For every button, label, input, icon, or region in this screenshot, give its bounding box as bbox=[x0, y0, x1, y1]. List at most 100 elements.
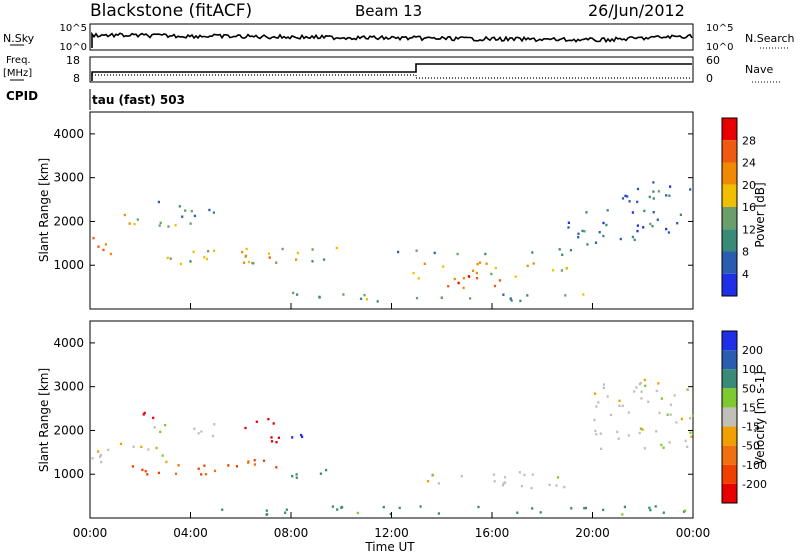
heatmap-cell bbox=[142, 413, 145, 416]
heatmap-cell bbox=[648, 506, 651, 509]
heatmap-cell bbox=[275, 466, 278, 469]
heatmap-cell bbox=[197, 432, 200, 435]
heatmap-cell bbox=[660, 443, 663, 447]
heatmap-cell bbox=[295, 473, 298, 476]
heatmap-cell bbox=[548, 483, 551, 486]
colorbar-tick-label: -15 bbox=[742, 421, 760, 434]
heatmap-cell bbox=[594, 429, 597, 433]
heatmap-cell bbox=[602, 383, 605, 386]
heatmap-cell bbox=[520, 485, 523, 488]
heatmap-cell bbox=[606, 395, 609, 398]
heatmap-cell bbox=[159, 221, 162, 225]
heatmap-cell bbox=[618, 404, 621, 407]
heatmap-cell bbox=[211, 434, 215, 438]
colorbar-swatch bbox=[722, 464, 737, 484]
heatmap-cell bbox=[132, 445, 135, 448]
velocity-panel-frame bbox=[89, 320, 694, 519]
heatmap-cell bbox=[146, 473, 149, 476]
heatmap-cell bbox=[606, 209, 609, 212]
heatmap-cell bbox=[552, 269, 555, 272]
heatmap-cell bbox=[235, 465, 239, 468]
colorbar-tick-label: 16 bbox=[742, 201, 756, 214]
heatmap-cell bbox=[213, 423, 216, 426]
heatmap-cell bbox=[213, 469, 217, 473]
heatmap-cell bbox=[153, 426, 156, 429]
nave-tick-bottom: 0 bbox=[706, 72, 713, 85]
heatmap-cell bbox=[433, 251, 436, 255]
heatmap-cell bbox=[516, 511, 519, 514]
heatmap-cell bbox=[296, 293, 299, 296]
heatmap-cell bbox=[593, 418, 596, 422]
heatmap-cell bbox=[159, 430, 162, 434]
heatmap-cell bbox=[624, 194, 627, 198]
power-panel-frame bbox=[89, 111, 694, 310]
heatmap-cell bbox=[476, 277, 479, 280]
heatmap-cell bbox=[563, 485, 566, 489]
cpid-value: tau (fast) 503 bbox=[92, 93, 185, 107]
x-tick-label: 20:00 bbox=[575, 526, 610, 540]
heatmap-cell bbox=[193, 427, 196, 430]
heatmap-cell bbox=[179, 262, 182, 266]
heatmap-cell bbox=[627, 411, 630, 414]
colorbar-swatch bbox=[722, 426, 737, 446]
heatmap-cell bbox=[275, 441, 278, 444]
heatmap-cell bbox=[662, 511, 665, 514]
heatmap-cell bbox=[667, 231, 670, 234]
heatmap-cell bbox=[602, 234, 605, 238]
heatmap-cell bbox=[285, 508, 288, 511]
heatmap-cell bbox=[244, 254, 248, 257]
heatmap-cell bbox=[605, 223, 608, 227]
heatmap-cell bbox=[478, 261, 482, 264]
heatmap-cell bbox=[492, 473, 495, 476]
heatmap-cell bbox=[493, 284, 497, 288]
heatmap-cell bbox=[169, 257, 172, 260]
heatmap-cell bbox=[689, 188, 692, 191]
heatmap-cell bbox=[510, 299, 513, 302]
heatmap-cell bbox=[655, 430, 658, 433]
heatmap-cell bbox=[585, 211, 588, 214]
heatmap-cell bbox=[627, 434, 630, 437]
heatmap-cell bbox=[140, 445, 143, 449]
colorbar-tick-label: 20 bbox=[742, 179, 756, 192]
y-tick-label: 2000 bbox=[53, 214, 84, 228]
nave-tick-top: 60 bbox=[706, 54, 720, 67]
heatmap-cell bbox=[594, 241, 598, 244]
velocity-colorbar-label: Velocity [m s-1] bbox=[753, 371, 767, 465]
heatmap-cell bbox=[460, 475, 463, 478]
heatmap-cell bbox=[602, 386, 605, 390]
heatmap-cell bbox=[398, 506, 401, 510]
colorbar-tick-label: 15 bbox=[742, 401, 756, 414]
power-heatmap-cells bbox=[92, 181, 692, 303]
x-tick-label: 12:00 bbox=[374, 526, 409, 540]
heatmap-cell bbox=[155, 446, 158, 450]
colorbar-tick-label: 200 bbox=[742, 344, 763, 357]
heatmap-cell bbox=[633, 238, 636, 242]
colorbar-swatch bbox=[722, 118, 737, 141]
heatmap-cell bbox=[382, 505, 385, 509]
noise-panel-frame bbox=[89, 23, 694, 51]
beam-title: Beam 13 bbox=[355, 2, 422, 20]
y-tick-label: 3000 bbox=[53, 380, 84, 394]
heatmap-cell bbox=[684, 439, 687, 443]
x-tick-label: 16:00 bbox=[475, 526, 510, 540]
heatmap-cell bbox=[558, 248, 561, 251]
heatmap-cell bbox=[99, 455, 102, 458]
heatmap-cell bbox=[665, 194, 668, 197]
heatmap-cell bbox=[342, 293, 345, 296]
heatmap-cell bbox=[152, 416, 155, 420]
heatmap-cell bbox=[440, 296, 443, 299]
heatmap-cell bbox=[190, 210, 193, 213]
cpid-label: CPID bbox=[6, 89, 38, 103]
heatmap-cell bbox=[247, 260, 251, 264]
heatmap-cell bbox=[638, 382, 641, 386]
heatmap-cell bbox=[485, 262, 488, 265]
heatmap-cell bbox=[356, 511, 359, 515]
colorbar-swatch bbox=[722, 331, 737, 351]
heatmap-cell bbox=[203, 464, 206, 467]
power-colorbar-label: Power [dB] bbox=[753, 182, 767, 247]
heatmap-cell bbox=[656, 218, 659, 221]
colorbar-swatch bbox=[722, 483, 737, 503]
heatmap-cell bbox=[680, 417, 683, 421]
heatmap-cell bbox=[556, 476, 560, 479]
